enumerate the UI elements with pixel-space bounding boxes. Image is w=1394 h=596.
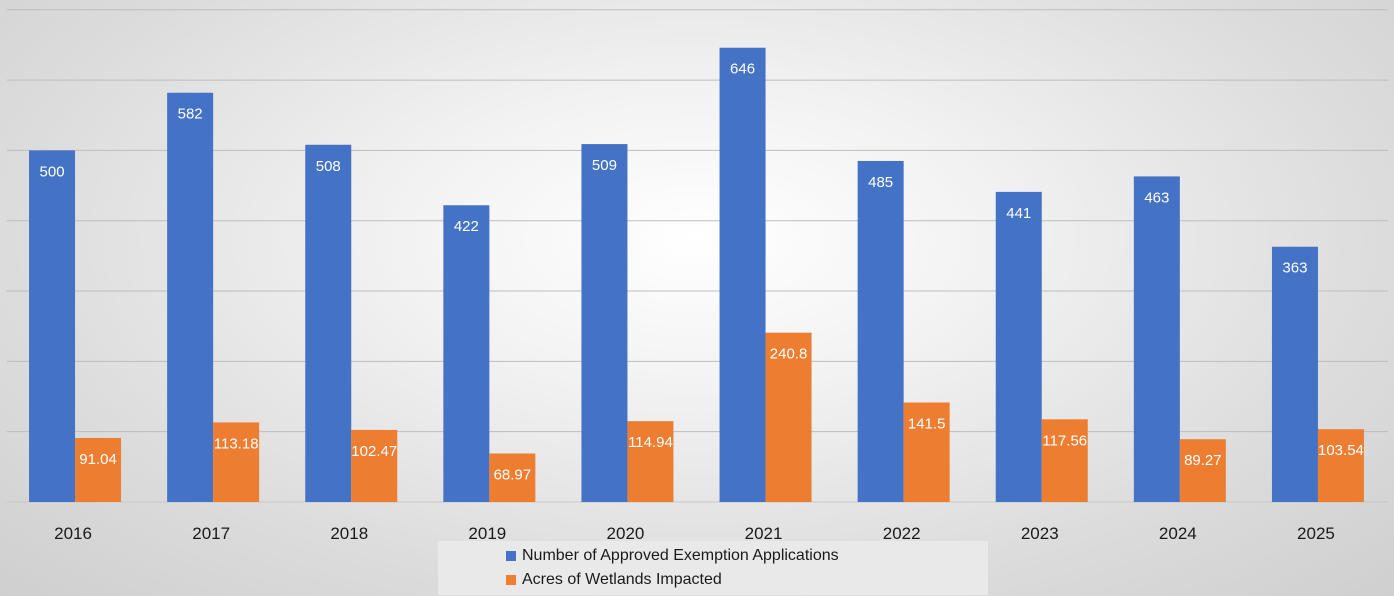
data-label-acres-2016: 91.04 [79, 451, 117, 468]
bar-applications-2020 [581, 144, 628, 502]
legend-label-acres: Acres of Wetlands Impacted [522, 571, 722, 588]
legend-swatch-acres [506, 575, 516, 585]
data-label-acres-2018: 102.47 [351, 443, 397, 460]
bar-acres-2025 [1317, 429, 1364, 502]
bar-acres-2023 [1041, 419, 1088, 502]
data-label-acres-2017: 113.18 [214, 435, 259, 452]
data-label-applications-2023: 441 [1006, 205, 1031, 222]
bar-acres-2016 [75, 437, 122, 502]
data-label-applications-2018: 508 [316, 158, 341, 175]
legend-label-applications: Number of Approved Exemption Application… [522, 547, 839, 564]
bar-applications-2018 [305, 144, 352, 502]
data-label-applications-2021: 646 [730, 61, 755, 78]
data-label-applications-2016: 500 [40, 163, 65, 180]
x-tick-label-2022: 2022 [883, 524, 921, 543]
x-tick-label-2024: 2024 [1159, 524, 1197, 543]
data-label-applications-2020: 509 [592, 157, 617, 174]
bar-acres-2022 [903, 402, 950, 502]
data-label-acres-2021: 240.8 [770, 346, 808, 363]
bar-acres-2019 [489, 453, 536, 502]
data-label-applications-2025: 363 [1282, 260, 1307, 277]
bar-applications-2023 [995, 191, 1042, 502]
data-labels: 500 91.04 582 113.18 508 102.47 422 68.97 509 114… [40, 61, 1364, 484]
x-tick-label-2018: 2018 [330, 524, 368, 543]
legend-item-applications: Number of Approved Exemption Application… [506, 547, 839, 565]
bar-applications-2022 [857, 160, 904, 502]
bar-acres-2017 [213, 422, 260, 502]
bar-acres-2024 [1179, 439, 1226, 502]
data-label-acres-2024: 89.27 [1184, 452, 1222, 469]
bar-applications-2019 [443, 205, 490, 502]
x-tick-label-2016: 2016 [54, 524, 92, 543]
x-tick-label-2025: 2025 [1297, 524, 1335, 543]
data-label-acres-2023: 117.56 [1042, 432, 1087, 449]
bar-applications-2016 [29, 150, 76, 502]
x-tick-label-2020: 2020 [607, 524, 645, 543]
bars [29, 47, 1364, 503]
bar-acres-2020 [627, 421, 674, 502]
data-label-applications-2022: 485 [868, 174, 893, 191]
data-label-applications-2019: 422 [454, 218, 479, 235]
data-label-applications-2024: 463 [1144, 189, 1169, 206]
legend: Number of Approved Exemption Application… [438, 541, 988, 595]
data-label-acres-2020: 114.94 [628, 434, 673, 451]
bar-acres-2021 [765, 332, 812, 502]
x-tick-label-2021: 2021 [745, 524, 783, 543]
x-tick-label-2023: 2023 [1021, 524, 1059, 543]
bar-applications-2021 [719, 47, 766, 503]
bar-applications-2025 [1271, 246, 1318, 502]
data-label-acres-2022: 141.5 [908, 415, 946, 432]
legend-item-acres: Acres of Wetlands Impacted [506, 571, 722, 589]
x-tick-label-2019: 2019 [468, 524, 506, 543]
data-label-acres-2019: 68.97 [494, 467, 532, 484]
bar-applications-2017 [167, 92, 214, 502]
bar-applications-2024 [1133, 176, 1180, 502]
legend-swatch-applications [506, 551, 516, 561]
data-label-acres-2025: 103.54 [1318, 442, 1364, 459]
data-label-applications-2017: 582 [178, 106, 203, 123]
x-tick-label-2017: 2017 [192, 524, 230, 543]
bar-acres-2018 [351, 429, 398, 502]
x-axis-ticks: 2016 2017 2018 2019 2020 2021 2022 2023 2024 2025 [54, 524, 1335, 543]
